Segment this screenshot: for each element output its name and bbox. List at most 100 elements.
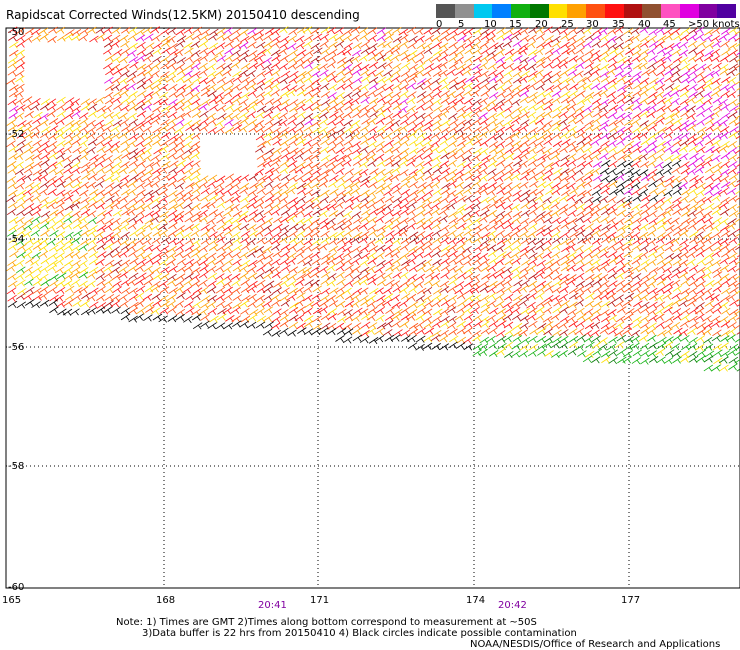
- wind-barb: [160, 153, 170, 161]
- wind-barb: [710, 89, 721, 97]
- wind-barb: [247, 250, 257, 258]
- wind-barb: [232, 244, 243, 252]
- wind-barb: [486, 335, 496, 343]
- wind-barb: [422, 342, 433, 350]
- wind-barb: [191, 187, 202, 195]
- wind-barb: [167, 124, 177, 132]
- wind-barb: [679, 84, 690, 92]
- wind-barb: [103, 243, 114, 251]
- wind-barb: [144, 244, 154, 252]
- wind-barb: [335, 292, 345, 300]
- wind-barb: [489, 307, 499, 315]
- wind-barb: [598, 264, 608, 272]
- wind-barb: [97, 210, 107, 218]
- wind-barb: [305, 202, 315, 210]
- wind-barb: [190, 98, 201, 106]
- wind-barb: [438, 61, 448, 69]
- wind-barb: [383, 320, 393, 328]
- wind-barb: [406, 279, 417, 287]
- wind-barb: [392, 62, 402, 71]
- wind-barb: [551, 243, 561, 251]
- wind-barb: [399, 83, 409, 91]
- wind-barb: [88, 173, 98, 181]
- wind-barb: [673, 245, 683, 253]
- wind-barb: [318, 118, 329, 126]
- wind-barb: [400, 313, 411, 321]
- wind-barb: [734, 30, 740, 35]
- wind-barb: [230, 61, 241, 69]
- wind-barb: [144, 217, 155, 225]
- wind-barb: [126, 76, 136, 84]
- wind-barb: [654, 203, 664, 211]
- wind-barb: [246, 83, 257, 91]
- wind-barb: [704, 244, 714, 252]
- wind-barb: [104, 146, 114, 154]
- wind-barb: [656, 231, 666, 240]
- wind-barb: [608, 119, 618, 127]
- wind-barb: [719, 264, 730, 272]
- wind-barb: [473, 55, 483, 63]
- wind-barb: [664, 154, 674, 162]
- wind-barb: [391, 160, 401, 168]
- wind-barb: [662, 266, 673, 274]
- wind-barb: [590, 167, 601, 175]
- wind-barb: [630, 34, 641, 42]
- wind-barb: [263, 306, 274, 314]
- wind-barb: [232, 75, 243, 83]
- wind-barb: [472, 126, 483, 134]
- wind-barb: [528, 202, 539, 210]
- wind-barb: [520, 293, 530, 301]
- wind-barb: [438, 215, 449, 223]
- wind-barb: [495, 48, 505, 56]
- wind-barb: [128, 196, 139, 204]
- wind-barb: [614, 329, 624, 337]
- wind-barb: [384, 146, 394, 154]
- wind-barb: [576, 334, 586, 342]
- wind-barb: [175, 273, 186, 281]
- wind-barb: [135, 203, 146, 211]
- wind-barb: [543, 328, 553, 336]
- wind-barb: [407, 91, 417, 99]
- wind-barb: [503, 77, 513, 85]
- wind-barb: [118, 56, 129, 64]
- wind-barb: [63, 222, 73, 230]
- wind-barb: [576, 313, 587, 321]
- wind-barb: [54, 258, 65, 266]
- wind-barb: [288, 237, 299, 245]
- wind-barb: [304, 301, 315, 309]
- wind-barb: [248, 50, 258, 58]
- wind-barb: [150, 180, 160, 188]
- legend-swatch: [698, 4, 718, 18]
- wind-barb: [697, 76, 707, 84]
- wind-barb: [343, 76, 353, 84]
- wind-barb: [479, 139, 489, 147]
- wind-barb: [119, 202, 130, 210]
- wind-barb: [240, 307, 250, 316]
- wind-barb: [694, 176, 705, 184]
- wind-barb: [414, 27, 424, 36]
- wind-barb: [527, 34, 537, 42]
- wind-barb: [687, 76, 698, 84]
- wind-barb: [255, 61, 265, 69]
- wind-barb: [711, 27, 721, 35]
- wind-barb: [638, 188, 649, 196]
- wind-barb: [441, 182, 451, 190]
- wind-barb: [718, 187, 729, 196]
- wind-barb: [320, 189, 330, 197]
- wind-barb: [607, 43, 618, 51]
- wind-barb: [311, 300, 321, 308]
- wind-barb: [472, 343, 483, 351]
- wind-barb: [390, 294, 401, 302]
- wind-barb: [550, 159, 561, 167]
- wind-barb: [526, 264, 537, 273]
- wind-barb: [47, 188, 57, 196]
- wind-barb: [711, 320, 721, 328]
- wind-barb: [560, 300, 570, 308]
- wind-barb: [632, 292, 642, 300]
- wind-barb: [528, 126, 538, 135]
- wind-barb: [640, 201, 650, 209]
- wind-barb: [591, 308, 602, 316]
- wind-barb: [350, 257, 361, 265]
- wind-barb: [511, 342, 521, 350]
- wind-barb: [478, 62, 488, 70]
